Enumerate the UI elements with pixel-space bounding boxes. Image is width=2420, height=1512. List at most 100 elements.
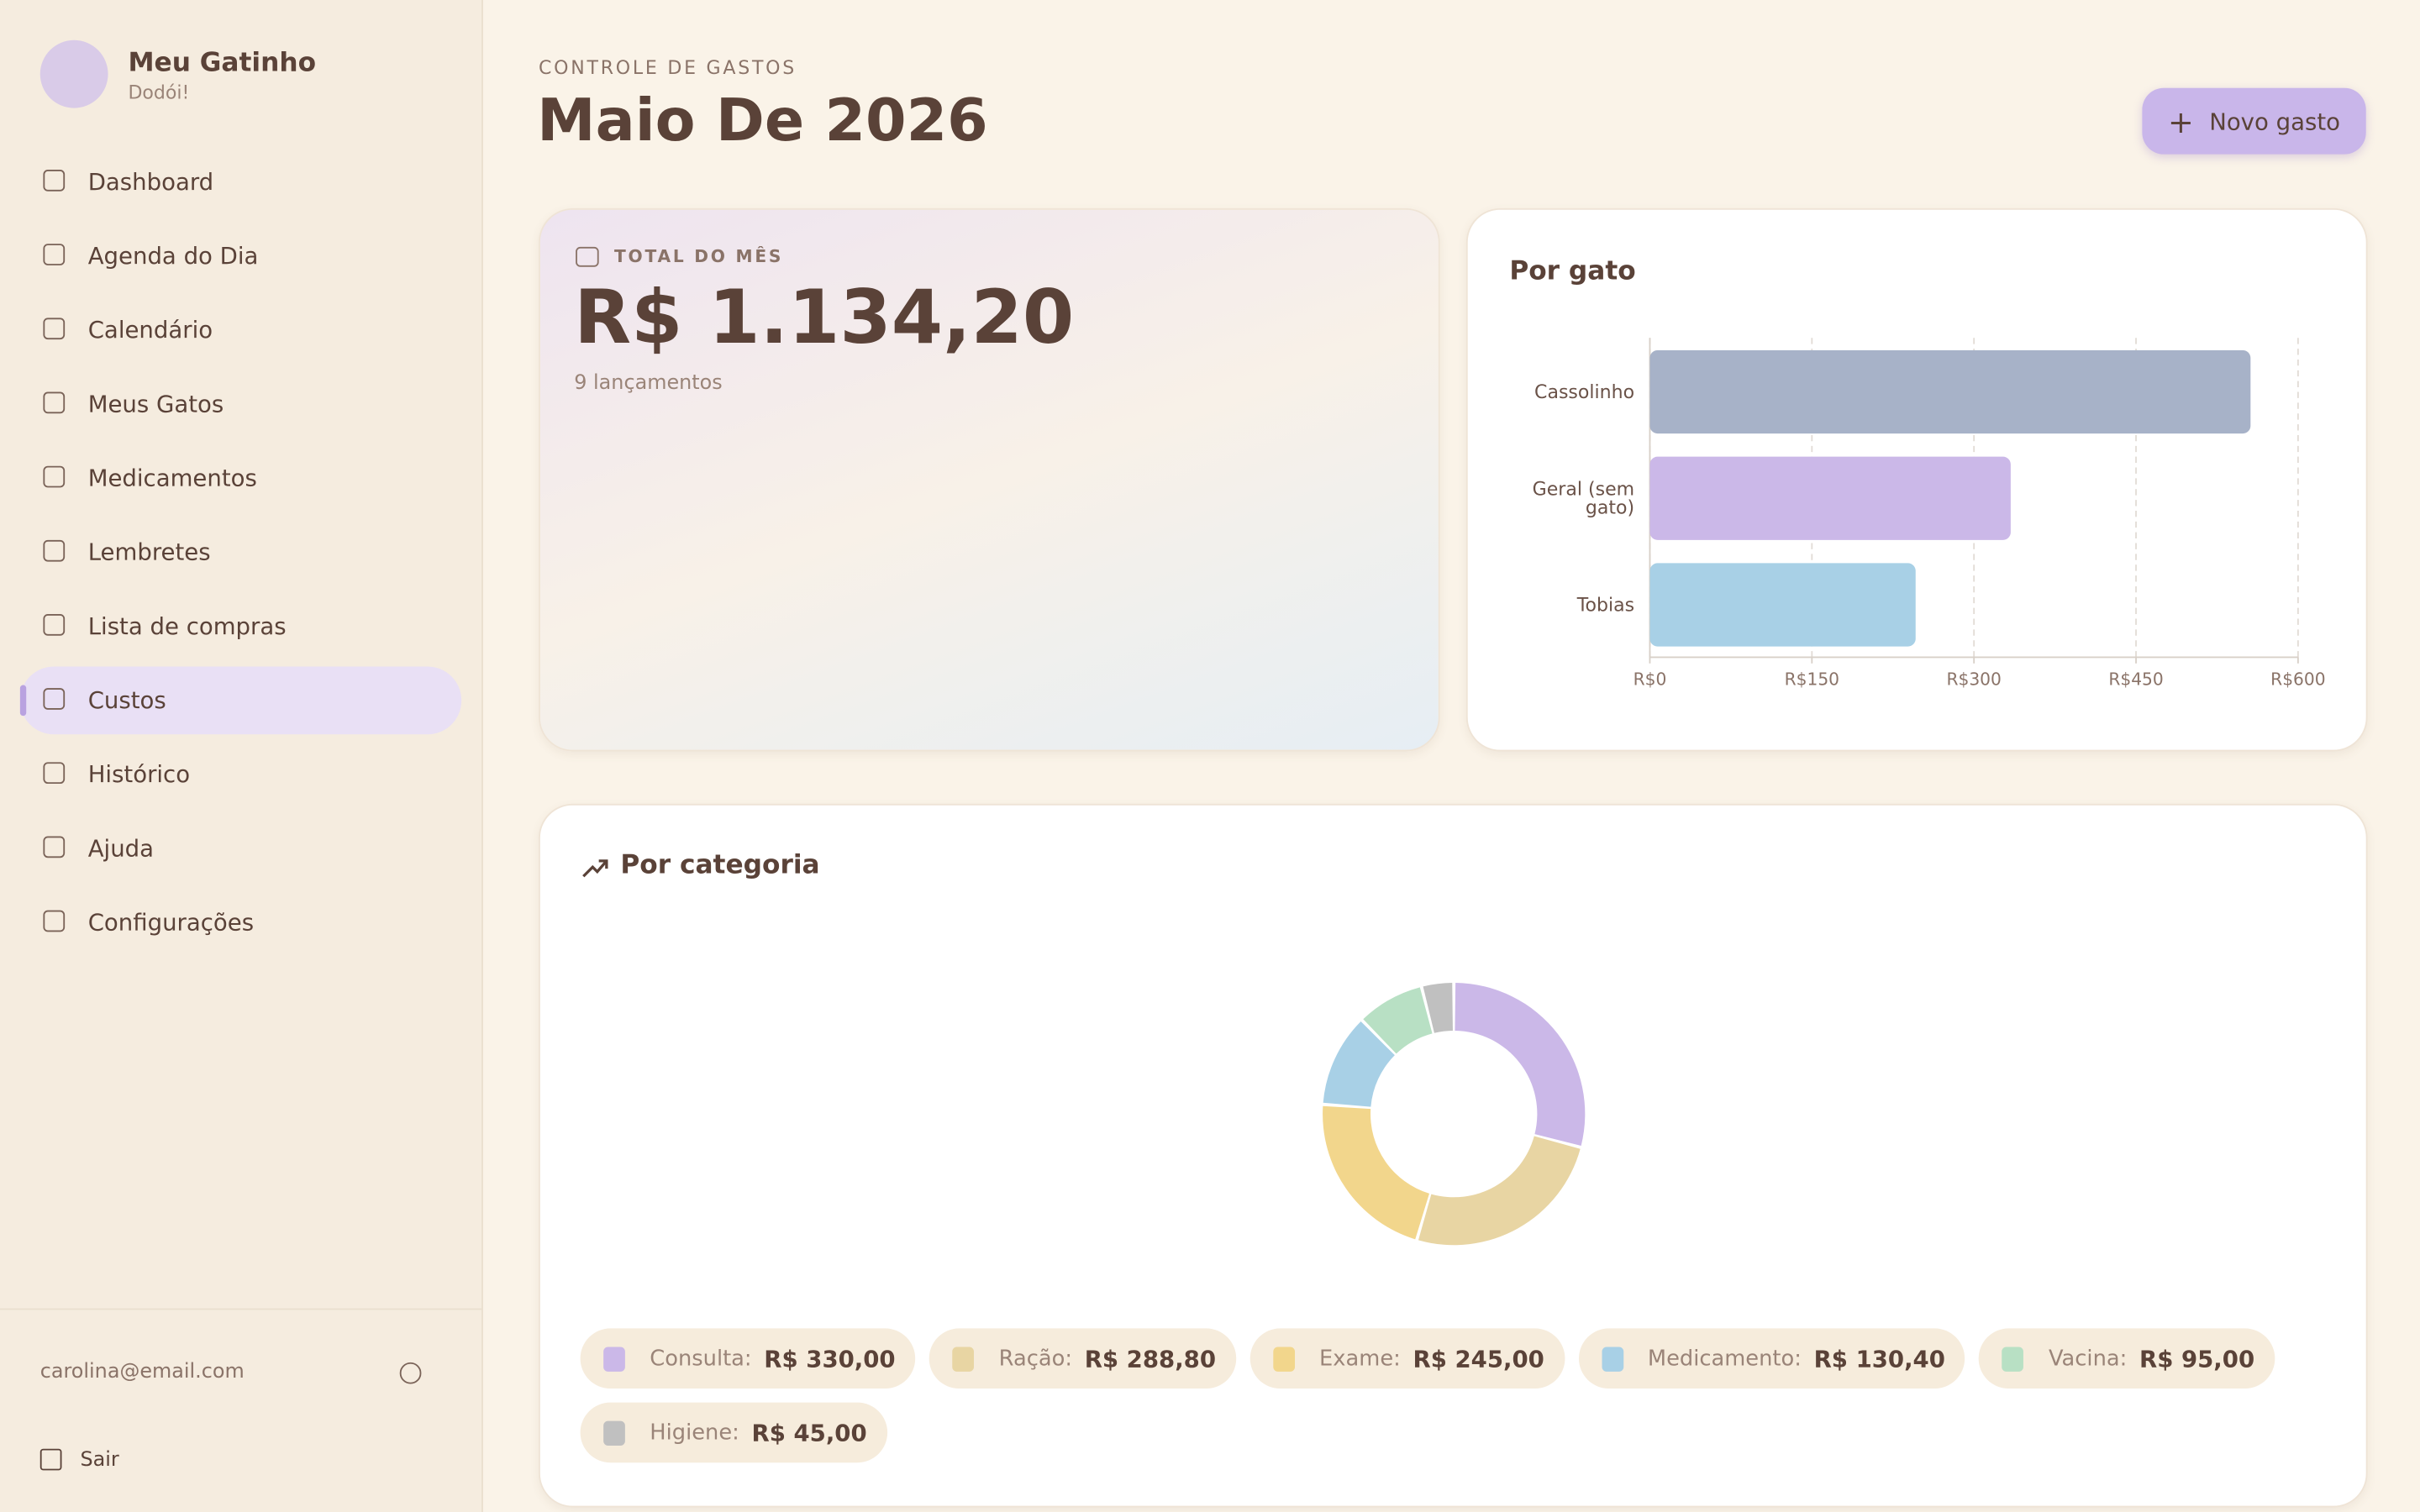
trend-icon bbox=[582, 859, 608, 878]
app-name: Meu Gatinho bbox=[128, 47, 317, 79]
nav-label: Agenda do Dia bbox=[87, 242, 259, 270]
nav-icon bbox=[43, 910, 66, 932]
wallet-icon bbox=[576, 246, 599, 267]
legend-chip: Exame: R$ 245,00 bbox=[1249, 1328, 1565, 1389]
plus-icon: + bbox=[2168, 102, 2194, 140]
x-tick-label: R$300 bbox=[1946, 669, 2001, 690]
donut-slice bbox=[1323, 1021, 1395, 1107]
legend-swatch bbox=[603, 1346, 625, 1371]
nav-icon bbox=[43, 391, 66, 414]
legend-chip: Medicamento: R$ 130,40 bbox=[1578, 1328, 1965, 1389]
legend: Consulta: R$ 330,00 Ração: R$ 288,80 Exame: R… bbox=[580, 1328, 2278, 1463]
legend-value: R$ 130,40 bbox=[1813, 1344, 1945, 1373]
nav-item[interactable]: Configurações bbox=[20, 889, 461, 957]
bar bbox=[1649, 349, 2251, 434]
legend-category: Medicamento: bbox=[1647, 1346, 1802, 1371]
avatar bbox=[39, 39, 108, 108]
legend-swatch bbox=[952, 1346, 975, 1371]
legend-chip: Ração: R$ 288,80 bbox=[929, 1328, 1236, 1389]
legend-value: R$ 45,00 bbox=[751, 1418, 867, 1446]
nav-label: Configurações bbox=[87, 908, 255, 937]
y-tick-label: Geral (sem gato) bbox=[1532, 478, 1635, 519]
y-tick-label: Tobias bbox=[1576, 594, 1635, 616]
legend-swatch bbox=[603, 1420, 625, 1446]
nav-label: Dashboard bbox=[87, 168, 214, 197]
nav-item[interactable]: Agenda do Dia bbox=[20, 222, 461, 290]
nav-icon bbox=[43, 836, 66, 858]
button-label: Novo gasto bbox=[2209, 107, 2340, 135]
nav-icon bbox=[43, 614, 66, 636]
nav-label: Lembretes bbox=[87, 538, 211, 567]
divider bbox=[0, 1308, 482, 1310]
nav-label: Custos bbox=[87, 686, 166, 715]
chart-title: Por categoria bbox=[620, 850, 820, 881]
legend-category: Ração: bbox=[998, 1346, 1073, 1371]
legend-category: Vacina: bbox=[2048, 1346, 2128, 1371]
nav-icon bbox=[43, 318, 66, 340]
legend-category: Higiene: bbox=[650, 1420, 739, 1446]
nav-item[interactable]: Dashboard bbox=[20, 148, 461, 216]
new-expense-button[interactable]: + Novo gasto bbox=[2142, 87, 2366, 155]
status: Dodói! bbox=[128, 81, 190, 104]
legend-chip: Vacina: R$ 95,00 bbox=[1979, 1328, 2275, 1389]
x-tick-label: R$150 bbox=[1785, 669, 1839, 690]
nav-label: Lista de compras bbox=[87, 612, 287, 641]
nav-item[interactable]: Calendário bbox=[20, 297, 461, 365]
entry-count: 9 lançamentos bbox=[574, 371, 723, 396]
donut-chart bbox=[1323, 983, 1586, 1246]
legend-value: R$ 330,00 bbox=[764, 1344, 896, 1373]
nav-label: Meus Gatos bbox=[87, 390, 224, 418]
legend-swatch bbox=[1272, 1346, 1295, 1371]
donut-slice bbox=[1418, 1136, 1581, 1246]
nav-icon bbox=[43, 688, 66, 710]
logout-icon bbox=[39, 1448, 62, 1471]
legend-category: Consulta: bbox=[650, 1346, 752, 1371]
total-card: TOTAL DO MÊS R$ 1.134,20 9 lançamentos bbox=[539, 207, 1440, 752]
nav-icon bbox=[43, 539, 66, 562]
legend-value: R$ 245,00 bbox=[1413, 1344, 1544, 1373]
bar bbox=[1649, 456, 2011, 540]
nav-item[interactable]: Medicamentos bbox=[20, 444, 461, 512]
email: carolina@email.com bbox=[39, 1360, 245, 1384]
nav-icon bbox=[43, 244, 66, 265]
nav-label: Histórico bbox=[87, 760, 191, 789]
nav-label: Calendário bbox=[87, 316, 213, 344]
bar-card: Por gato R$0 R$150 R$300 R$450 R$600 Cassoli… bbox=[1465, 207, 2368, 752]
x-tick-label: R$600 bbox=[2270, 669, 2325, 690]
y-tick-label: Cassolinho bbox=[1534, 381, 1635, 403]
page-title: Maio De 2026 bbox=[537, 86, 988, 155]
nav-label: Medicamentos bbox=[87, 464, 257, 492]
nav-item[interactable]: Lembretes bbox=[20, 518, 461, 586]
legend-value: R$ 95,00 bbox=[2139, 1344, 2255, 1373]
legend-swatch bbox=[2002, 1346, 2024, 1371]
chart-title: Por gato bbox=[1509, 255, 1636, 287]
total-amount: R$ 1.134,20 bbox=[574, 274, 1075, 361]
logout[interactable]: Sair bbox=[80, 1448, 119, 1473]
nav-item[interactable]: Lista de compras bbox=[20, 592, 461, 660]
donut-slice bbox=[1363, 987, 1433, 1054]
category-card: Por categoria Consulta: R$ 330,00 Ração: R$… bbox=[539, 803, 2368, 1508]
legend-category: Exame: bbox=[1319, 1346, 1401, 1371]
bar-chart: R$0 R$150 R$300 R$450 R$600 bbox=[1634, 338, 2326, 690]
donut-slice bbox=[1455, 983, 1586, 1146]
nav-icon bbox=[43, 465, 66, 488]
theme-toggle[interactable] bbox=[399, 1362, 422, 1384]
x-tick-label: R$0 bbox=[1634, 669, 1667, 690]
legend-chip: Consulta: R$ 330,00 bbox=[580, 1328, 916, 1389]
eyebrow: CONTROLE DE GASTOS bbox=[539, 56, 797, 79]
nav-item[interactable]: Meus Gatos bbox=[20, 370, 461, 438]
bar bbox=[1649, 563, 1916, 647]
legend-chip: Higiene: R$ 45,00 bbox=[580, 1402, 887, 1463]
nav: Dashboard Agenda do Dia Calendário Meus Gat… bbox=[19, 148, 462, 963]
nav-item[interactable]: Ajuda bbox=[20, 815, 461, 883]
donut-slice bbox=[1323, 1105, 1429, 1240]
nav-item[interactable]: Histórico bbox=[20, 741, 461, 809]
donut-slice bbox=[1423, 983, 1453, 1033]
nav-item[interactable]: Custos bbox=[19, 666, 462, 735]
nav-icon bbox=[43, 170, 66, 192]
legend-value: R$ 288,80 bbox=[1084, 1344, 1216, 1373]
nav-label: Ajuda bbox=[87, 834, 155, 863]
